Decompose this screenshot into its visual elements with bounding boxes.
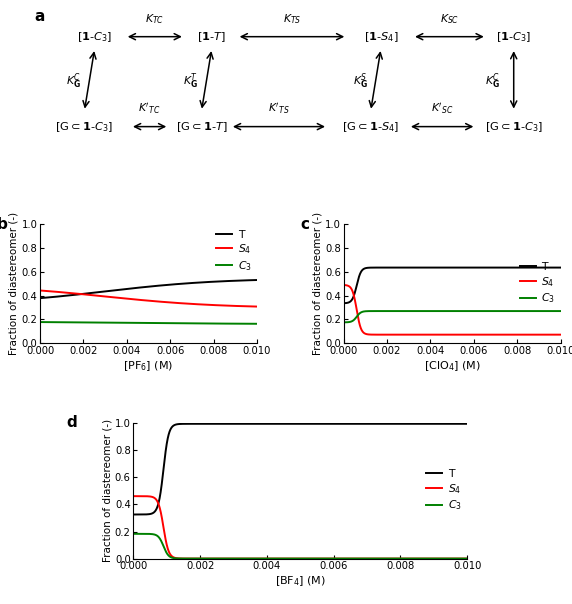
X-axis label: [PF$_6$] (M): [PF$_6$] (M) — [124, 359, 173, 373]
Text: $K_\mathbf{G}^C$: $K_\mathbf{G}^C$ — [485, 72, 500, 91]
Text: $K_{TC}$: $K_{TC}$ — [145, 12, 164, 26]
Text: b: b — [0, 217, 7, 232]
Text: $K_\mathbf{G}^C$: $K_\mathbf{G}^C$ — [66, 72, 81, 91]
Text: $K_{TS}$: $K_{TS}$ — [283, 12, 301, 26]
Text: [$\mathbf{1}$-$\mathit{T}$]: [$\mathbf{1}$-$\mathit{T}$] — [197, 30, 227, 43]
Text: c: c — [300, 217, 309, 232]
X-axis label: [BF$_4$] (M): [BF$_4$] (M) — [275, 574, 326, 588]
Text: [G$\subset$$\mathbf{1}$-$\mathit{C}_3$]: [G$\subset$$\mathbf{1}$-$\mathit{C}_3$] — [55, 120, 113, 133]
Text: $K_{SC}$: $K_{SC}$ — [440, 12, 459, 26]
Text: d: d — [67, 414, 77, 429]
Text: $K_\mathbf{G}^T$: $K_\mathbf{G}^T$ — [184, 72, 198, 91]
Y-axis label: Fraction of diastereomer (-): Fraction of diastereomer (-) — [102, 419, 112, 562]
Text: [$\mathbf{1}$-$\mathit{S}_4$]: [$\mathbf{1}$-$\mathit{S}_4$] — [364, 30, 398, 43]
Text: $K'_{TC}$: $K'_{TC}$ — [138, 101, 161, 116]
Text: [G$\subset$$\mathbf{1}$-$\mathit{C}_3$]: [G$\subset$$\mathbf{1}$-$\mathit{C}_3$] — [484, 120, 543, 133]
Legend: T, $S_4$, $C_3$: T, $S_4$, $C_3$ — [216, 230, 252, 272]
Text: a: a — [35, 8, 45, 24]
Text: $K'_{TS}$: $K'_{TS}$ — [268, 101, 290, 116]
Text: [$\mathbf{1}$-$\mathit{C}_3$]: [$\mathbf{1}$-$\mathit{C}_3$] — [496, 30, 531, 43]
Y-axis label: Fraction of diastereomer (-): Fraction of diastereomer (-) — [312, 212, 322, 355]
Y-axis label: Fraction of diastereomer (-): Fraction of diastereomer (-) — [9, 212, 19, 355]
Text: $K_\mathbf{G}^S$: $K_\mathbf{G}^S$ — [353, 72, 368, 91]
Legend: T, $S_4$, $C_3$: T, $S_4$, $C_3$ — [519, 262, 555, 305]
Text: $K'_{SC}$: $K'_{SC}$ — [431, 101, 454, 116]
Text: [G$\subset$$\mathbf{1}$-$\mathit{T}$]: [G$\subset$$\mathbf{1}$-$\mathit{T}$] — [176, 120, 227, 133]
Legend: T, $S_4$, $C_3$: T, $S_4$, $C_3$ — [426, 469, 462, 512]
Text: [$\mathbf{1}$-$\mathit{C}_3$]: [$\mathbf{1}$-$\mathit{C}_3$] — [77, 30, 112, 43]
Text: [G$\subset$$\mathbf{1}$-$\mathit{S}_4$]: [G$\subset$$\mathbf{1}$-$\mathit{S}_4$] — [342, 120, 399, 133]
X-axis label: [ClO$_4$] (M): [ClO$_4$] (M) — [424, 359, 480, 373]
